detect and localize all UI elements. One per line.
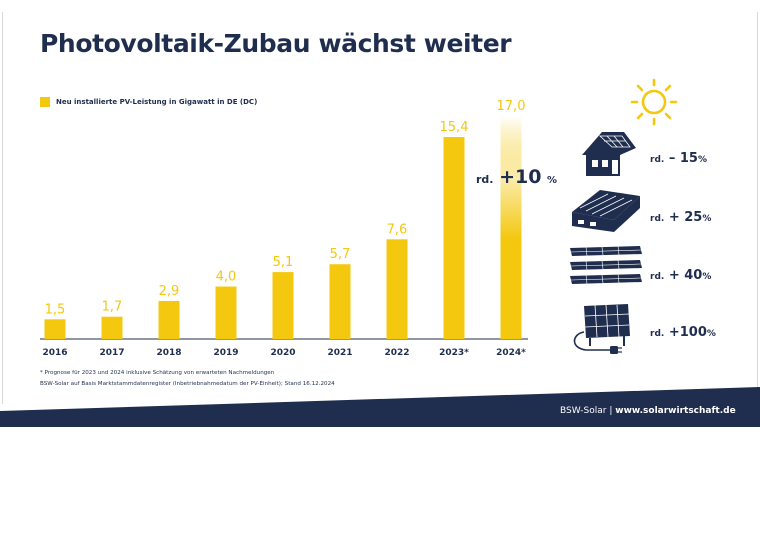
bar-2020 [272,272,294,339]
footer-org: BSW-Solar [560,406,607,416]
x-tick-label-2019: 2019 [213,348,238,358]
segment-prefix: rd. [650,214,665,224]
x-tick-label-2024: 2024* [496,348,526,358]
house-rooftop-icon [582,132,636,176]
bar-2024 [500,116,522,339]
footer-band [0,387,760,427]
bar-2022 [386,239,408,339]
segment-prefix: rd. [650,272,665,282]
segment-label-house: rd. – 15% [650,151,707,166]
bar-2018 [158,300,180,339]
value-label-2016: 1,5 [45,302,66,317]
value-label-2022: 7,6 [387,222,408,237]
growth-annotation: rd. +10 % [476,166,557,188]
legend: Neu installierte PV-Leistung in Gigawatt… [40,97,257,107]
segment-value: + 40 [668,268,703,283]
segment-value: – 15 [668,151,698,166]
x-tick-label-2020: 2020 [270,348,295,358]
value-labels-group: 1,5 1,7 2,9 4,0 5,1 5,7 7,6 15,4 17,0 [45,99,526,317]
solar-park-icon [570,245,642,285]
value-label-2017: 1,7 [102,300,123,315]
segment-prefix: rd. [650,329,665,339]
bar-chart: 1,5 1,72,94,05,15,77,615,417,0 2016 2017 20… [40,99,528,358]
value-label-2023: 15,4 [440,120,469,135]
footer-separator: | [609,406,613,416]
segment-unit: % [702,272,712,282]
segment-label-balcony: rd. +100% [650,325,716,340]
footnote-source: BSW-Solar auf Basis Marktstammdatenregis… [40,381,335,387]
value-label-2020: 5,1 [273,255,294,270]
legend-label: Neu installierte PV-Leistung in Gigawatt… [56,98,258,106]
value-label-2018: 2,9 [159,284,180,299]
footer-credit: BSW-Solar | www.solarwirtschaft.de [560,406,736,416]
growth-value: +10 [499,166,542,188]
balcony-plug-in-panel-icon [573,304,630,354]
chart-title: Photovoltaik-Zubau wächst weiter [40,29,512,58]
footer-url[interactable]: www.solarwirtschaft.de [615,406,736,416]
value-label-2021: 5,7 [330,247,351,262]
segment-prefix: rd. [650,155,665,165]
growth-unit: % [547,175,558,186]
x-tick-labels-group: 2016 2017 2018 2019 2020 2021 2022 2023* 2024* [42,348,526,358]
bar-2021 [329,264,351,339]
segment-unit: % [702,214,712,224]
bar-2017 [101,316,123,339]
bars-group [44,116,522,339]
segment-label-commercial: rd. + 25% [650,210,711,225]
segment-label-solar-park: rd. + 40% [650,268,711,283]
bar-2016 [44,319,66,339]
segment-value: + 25 [668,210,703,225]
bar-2019 [215,286,237,339]
legend-swatch [40,97,50,107]
sun-icon [630,78,678,126]
value-label-2024: 17,0 [497,99,526,114]
commercial-roof-icon [572,190,640,232]
x-tick-label-2016: 2016 [42,348,67,358]
frame-rule-right [757,12,758,404]
value-label-2019: 4,0 [216,270,237,285]
x-tick-label-2023: 2023* [439,348,469,358]
segment-value: +100 [668,325,707,340]
x-tick-label-2017: 2017 [99,348,124,358]
x-tick-label-2021: 2021 [327,348,352,358]
frame-rule-left [2,12,3,404]
bar-2023 [443,136,465,339]
x-tick-label-2022: 2022 [384,348,409,358]
x-tick-label-2018: 2018 [156,348,181,358]
footnote-forecast: * Prognose für 2023 und 2024 inklusive S… [40,370,275,376]
segment-unit: % [697,155,707,165]
growth-prefix: rd. [476,173,494,186]
segment-unit: % [706,329,716,339]
